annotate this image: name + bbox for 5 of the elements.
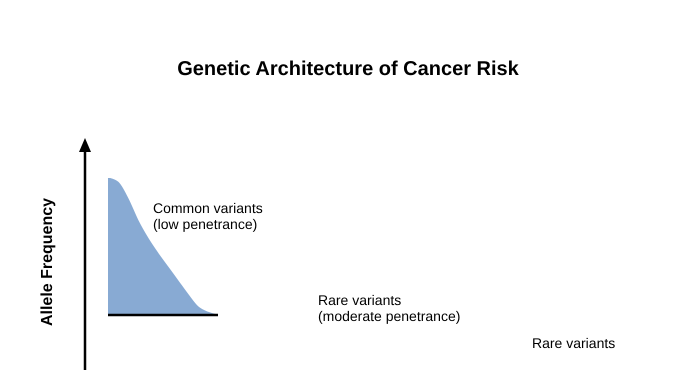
y-axis-title: Allele Frequency	[39, 198, 57, 326]
annotation: Common variants (low penetrance)	[153, 200, 263, 232]
text: Rare variants (moderate penetrance)	[318, 292, 460, 324]
text: Genetic Architecture of Cancer Risk	[176, 58, 520, 81]
text: Rare variants	[532, 335, 616, 351]
